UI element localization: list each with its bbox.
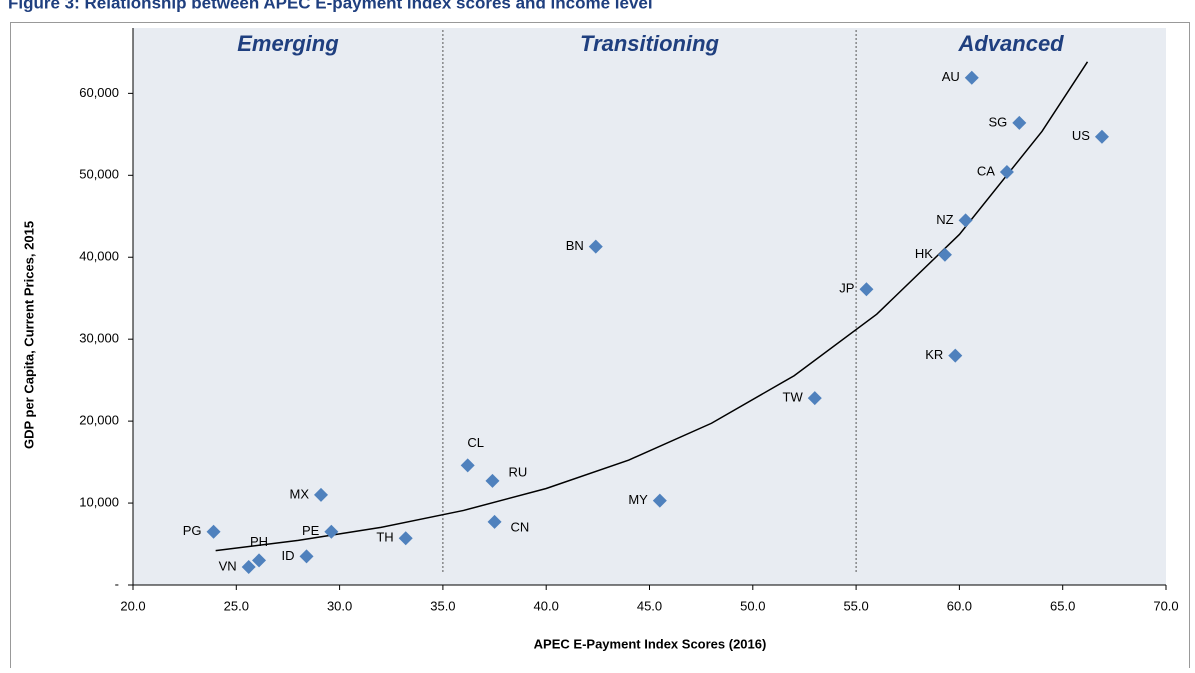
point [652,493,667,508]
point [252,553,267,568]
y-tick-label: 40,000 [79,249,119,264]
region-label: Emerging [237,31,339,56]
point-label: JP [839,281,854,296]
point-label: US [1072,128,1090,143]
point-label: TW [783,390,804,405]
point [937,247,952,262]
x-tick-label: 45.0 [637,598,662,613]
point-label: KR [925,347,943,362]
point-label: VN [219,558,237,573]
y-tick-label: 30,000 [79,331,119,346]
x-tick-label: 40.0 [534,598,559,613]
point [460,458,475,473]
point-label: CA [977,163,995,178]
point-label: MY [628,492,648,507]
plot-area [133,28,1166,585]
point-label: PH [250,534,268,549]
point [958,213,973,228]
x-tick-label: 25.0 [224,598,249,613]
point-label: ID [282,548,295,563]
point [485,473,500,488]
point-label: CN [511,519,530,534]
point [859,282,874,297]
point-label: AU [942,69,960,84]
region-label: Advanced [957,31,1064,56]
point-label: HK [915,246,933,261]
y-tick-label: 20,000 [79,413,119,428]
point [588,239,603,254]
point [487,514,502,529]
point [324,524,339,539]
point [398,531,413,546]
x-tick-label: 70.0 [1153,598,1178,613]
point [299,549,314,564]
point-label: NZ [936,212,953,227]
point [948,348,963,363]
point-label: CL [467,435,484,450]
point-label: SG [989,114,1008,129]
point [964,70,979,85]
point [999,165,1014,180]
point [807,391,822,406]
point [314,487,329,502]
x-axis-label: APEC E-Payment Index Scores (2016) [534,636,767,651]
y-tick-label: 50,000 [79,167,119,182]
x-tick-label: 20.0 [120,598,145,613]
point-label: PE [302,523,320,538]
point-label: RU [508,464,527,479]
region-label: Transitioning [580,31,719,56]
y-axis-label: GDP per Capita, Current Prices, 2015 [21,221,36,449]
x-tick-label: 30.0 [327,598,352,613]
y-tick-label: - [115,576,119,591]
point-label: PG [183,523,202,538]
chart-title: Figure 3: Relationship between APEC E-pa… [8,0,653,12]
x-tick-label: 60.0 [947,598,972,613]
trend-line [215,61,1089,552]
point-label: MX [290,486,310,501]
point [1094,129,1109,144]
point [1012,115,1027,130]
x-tick-label: 65.0 [1050,598,1075,613]
point-label: BN [566,238,584,253]
point [206,524,221,539]
point [241,559,256,574]
x-tick-label: 35.0 [430,598,455,613]
x-tick-label: 50.0 [740,598,765,613]
point-label: TH [376,530,393,545]
y-tick-label: 60,000 [79,85,119,100]
y-tick-label: 10,000 [79,494,119,509]
x-tick-label: 55.0 [843,598,868,613]
